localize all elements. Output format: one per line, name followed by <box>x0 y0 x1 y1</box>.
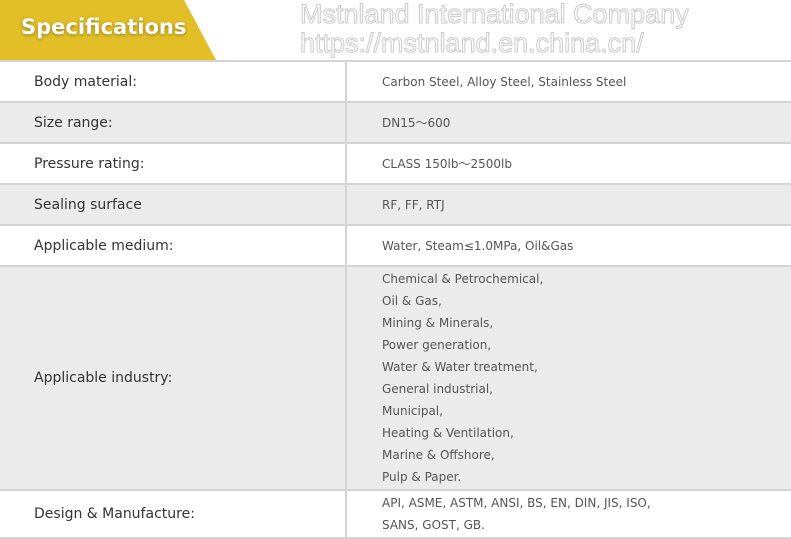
table-row: Sealing surface RF, FF, RTJ <box>0 183 791 226</box>
spec-label: Body material: <box>0 60 347 103</box>
specifications-table: Body material: Carbon Steel, Alloy Steel,… <box>0 60 791 539</box>
spec-value-line: Municipal, <box>382 404 443 418</box>
watermark-line1: Mstnland International Company <box>300 0 690 30</box>
table-row: Applicable industry: Chemical & Petrochem… <box>0 265 791 491</box>
spec-value-line: Chemical & Petrochemical, <box>382 272 544 286</box>
spec-value-line: RF, FF, RTJ <box>382 197 445 212</box>
table-row: Pressure rating: CLASS 150lb～2500lb <box>0 142 791 185</box>
spec-value: RF, FF, RTJ <box>346 183 791 226</box>
section-title-tab: Specifications <box>0 0 216 60</box>
spec-value-line: Pulp & Paper. <box>382 470 462 484</box>
spec-label: Size range: <box>0 101 347 144</box>
spec-value-line: SANS, GOST, GB. <box>382 518 485 532</box>
spec-value-line: CLASS 150lb～2500lb <box>382 156 512 171</box>
section-title: Specifications <box>21 15 187 39</box>
spec-value-line: DN15～600 <box>382 115 451 130</box>
table-row: Design & Manufacture: API, ASME, ASTM, AN… <box>0 489 791 539</box>
spec-value: Carbon Steel, Alloy Steel, Stainless Ste… <box>346 60 791 103</box>
spec-label: Applicable medium: <box>0 224 347 267</box>
spec-label: Applicable industry: <box>0 265 347 491</box>
table-row: Body material: Carbon Steel, Alloy Steel,… <box>0 60 791 103</box>
spec-label: Design & Manufacture: <box>0 489 347 539</box>
spec-value-line: Water, Steam≤1.0MPa, Oil&Gas <box>382 238 574 253</box>
section-header: Specifications Mstnland International Co… <box>0 0 791 60</box>
spec-value: Water, Steam≤1.0MPa, Oil&Gas <box>346 224 791 267</box>
spec-value-line: Oil & Gas, <box>382 294 442 308</box>
spec-value: Chemical & Petrochemical, Oil & Gas, Minin… <box>346 265 791 491</box>
spec-value-line: Power generation, <box>382 338 492 352</box>
spec-label: Pressure rating: <box>0 142 347 185</box>
spec-value: CLASS 150lb～2500lb <box>346 142 791 185</box>
table-row: Size range: DN15～600 <box>0 101 791 144</box>
spec-value: API, ASME, ASTM, ANSI, BS, EN, DIN, JIS,… <box>346 489 791 539</box>
spec-value-line: Water & Water treatment, <box>382 360 538 374</box>
spec-value-line: Carbon Steel, Alloy Steel, Stainless Ste… <box>382 74 627 89</box>
spec-value-line: API, ASME, ASTM, ANSI, BS, EN, DIN, JIS,… <box>382 496 651 510</box>
spec-value-line: General industrial, <box>382 382 493 396</box>
spec-value: DN15～600 <box>346 101 791 144</box>
spec-label: Sealing surface <box>0 183 347 226</box>
spec-value-line: Mining & Minerals, <box>382 316 494 330</box>
spec-value-line: Marine & Offshore, <box>382 448 495 462</box>
watermark-line2: https://mstnland.en.china.cn/ <box>300 28 645 59</box>
spec-value-line: Heating & Ventilation, <box>382 426 514 440</box>
table-row: Applicable medium: Water, Steam≤1.0MPa, O… <box>0 224 791 267</box>
